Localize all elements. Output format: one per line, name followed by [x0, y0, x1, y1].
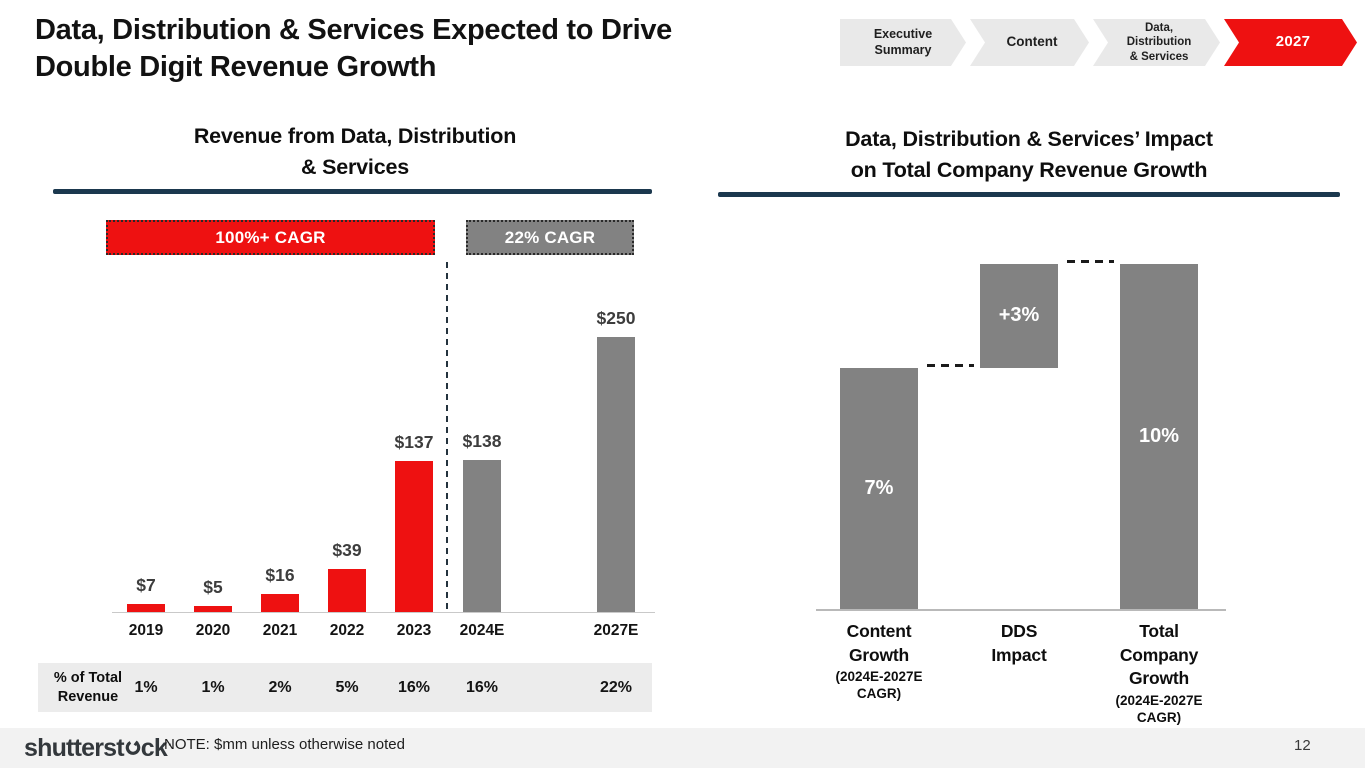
left-bar-value-2022: $39 — [332, 540, 362, 560]
pct-of-total-band — [38, 663, 652, 712]
waterfall-category-2: Total Company Growth (2024E-2027E CAGR) — [1079, 620, 1239, 727]
pct-of-total-2022: 5% — [335, 679, 359, 696]
x-label-2022: 2022 — [329, 622, 365, 639]
waterfall-bar-label-0: 7% — [864, 477, 894, 499]
logo-tm-dot: · — [167, 736, 172, 752]
left-bar-value-2027E: $250 — [596, 308, 636, 328]
breadcrumb: Executive Summary Content Data, Distribu… — [840, 19, 1361, 66]
left-bar-value-2023: $137 — [394, 432, 434, 452]
waterfall-category-name-2: Total Company Growth — [1119, 621, 1199, 689]
left-bar-2027E — [597, 337, 635, 612]
waterfall-category-sub-2: (2024E-2027E CAGR) — [1115, 692, 1203, 725]
pct-of-total-2021: 2% — [268, 679, 292, 696]
right-chart-axis-line — [816, 609, 1226, 611]
forecast-divider-line — [446, 262, 448, 612]
left-chart-title-rule — [53, 189, 652, 194]
waterfall-category-0: Content Growth (2024E-2027E CAGR) — [799, 620, 959, 703]
x-label-2020: 2020 — [195, 622, 231, 639]
pct-of-total-2027E: 22% — [599, 679, 633, 696]
cagr-badge-historical: 100%+ CAGR — [106, 220, 435, 255]
waterfall-bar-1 — [980, 264, 1058, 368]
logo-text-right: ck — [140, 733, 168, 762]
waterfall-bar-0 — [840, 368, 918, 609]
shutter-icon — [124, 734, 141, 763]
left-bar-2022 — [328, 569, 366, 612]
x-label-2024E: 2024E — [459, 622, 505, 639]
waterfall-bar-label-2: 10% — [1138, 425, 1180, 447]
pct-of-total-2019: 1% — [134, 679, 158, 696]
left-bar-value-2020: $5 — [203, 577, 223, 597]
footer-band — [0, 728, 1365, 768]
waterfall-category-1: DDS Impact — [939, 620, 1099, 667]
breadcrumb-executive-summary[interactable]: Executive Summary — [840, 19, 966, 66]
footnote: NOTE: $mm unless otherwise noted — [164, 736, 405, 753]
left-bar-2023 — [395, 461, 433, 612]
x-label-2027E: 2027E — [593, 622, 639, 639]
pct-of-total-2024E: 16% — [465, 679, 499, 696]
left-chart-title: Revenue from Data, Distribution & Servic… — [193, 124, 517, 179]
left-bar-2020 — [194, 606, 232, 612]
pct-of-total-2023: 16% — [397, 679, 431, 696]
breadcrumb-data-distribution-services[interactable]: Data, Distribution & Services — [1093, 19, 1220, 66]
left-bar-2019 — [127, 604, 165, 612]
cagr-badge-forecast: 22% CAGR — [466, 220, 634, 255]
x-label-2019: 2019 — [128, 622, 164, 639]
waterfall-category-name-0: Content Growth — [846, 621, 912, 665]
shutterstock-logo: shutterst ck · — [24, 732, 172, 764]
right-chart-title-rule — [718, 192, 1340, 197]
left-bar-value-2021: $16 — [265, 565, 295, 585]
waterfall-connector-1 — [927, 364, 974, 367]
left-bar-value-2019: $7 — [136, 575, 156, 595]
left-bar-value-2024E: $138 — [462, 431, 502, 451]
left-bar-2024E — [463, 460, 501, 612]
page-number: 12 — [1294, 737, 1311, 754]
left-bar-2021 — [261, 594, 299, 612]
waterfall-bar-2 — [1120, 264, 1198, 609]
pct-of-total-row-label: % of Total Revenue — [53, 670, 123, 705]
waterfall-connector-2 — [1067, 260, 1114, 263]
breadcrumb-2027[interactable]: 2027 — [1224, 19, 1357, 66]
left-chart-axis-line — [112, 612, 655, 613]
waterfall-category-sub-0: (2024E-2027E CAGR) — [835, 669, 923, 702]
waterfall-category-name-1: DDS Impact — [991, 621, 1047, 665]
x-label-2021: 2021 — [262, 622, 298, 639]
waterfall-bar-label-1: +3% — [998, 304, 1040, 326]
logo-text-left: shutterst — [24, 733, 125, 762]
breadcrumb-content[interactable]: Content — [970, 19, 1089, 66]
right-chart-title: Data, Distribution & Services’ Impact on… — [845, 127, 1213, 182]
x-label-2023: 2023 — [396, 622, 432, 639]
slide-title: Data, Distribution & Services Expected t… — [35, 14, 672, 84]
pct-of-total-2020: 1% — [201, 679, 225, 696]
